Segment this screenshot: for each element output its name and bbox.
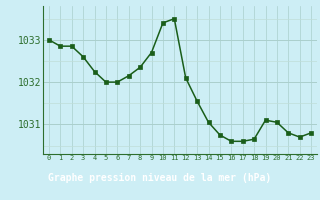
Text: Graphe pression niveau de la mer (hPa): Graphe pression niveau de la mer (hPa): [48, 173, 272, 183]
